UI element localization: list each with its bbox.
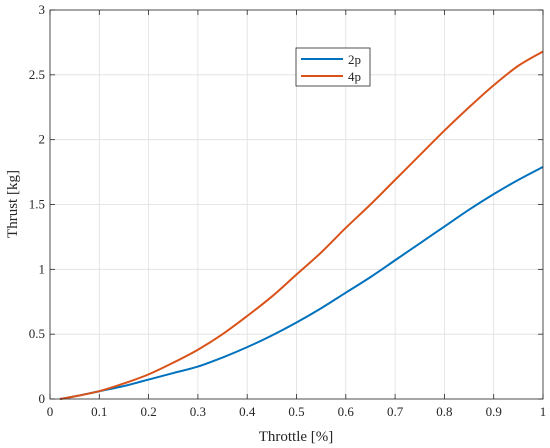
- x-tick-label: 0.1: [91, 404, 107, 419]
- y-tick-label: 1: [39, 261, 46, 276]
- x-axis-label: Throttle [%]: [259, 429, 334, 445]
- x-tick-label: 0.2: [140, 404, 156, 419]
- series-line-2p: [59, 166, 544, 400]
- x-tick-label: 0.3: [190, 404, 206, 419]
- y-axis-label: Thrust [kg]: [5, 170, 21, 238]
- x-tick-label: 0.8: [436, 404, 452, 419]
- x-tick-labels: 0 0.1 0.2 0.3 0.4 0.5 0.6 0.7 0.8 0.9 1: [47, 404, 547, 419]
- legend: 2p 4p: [295, 47, 371, 87]
- legend-label-4p: 4p: [348, 69, 361, 84]
- series-lines: [59, 50, 544, 400]
- y-tick-label: 2.5: [29, 67, 45, 82]
- x-tick-label: 1: [540, 404, 547, 419]
- y-tick-label: 2: [39, 132, 46, 147]
- series-line-4p: [59, 50, 544, 400]
- axis-ticks: [49, 9, 544, 400]
- legend-box: [295, 47, 371, 87]
- legend-label-2p: 2p: [348, 52, 361, 67]
- x-tick-label: 0.4: [239, 404, 256, 419]
- x-tick-label: 0.7: [387, 404, 404, 419]
- x-tick-label: 0.5: [288, 404, 304, 419]
- y-tick-label: 1.5: [29, 197, 45, 212]
- y-tick-label: 0.5: [29, 326, 45, 341]
- y-tick-label: 0: [39, 391, 46, 406]
- x-tick-label: 0.9: [486, 404, 502, 419]
- x-tick-label: 0.6: [338, 404, 355, 419]
- x-tick-label: 0: [47, 404, 54, 419]
- y-tick-label: 3: [39, 2, 46, 17]
- y-tick-labels: 0 0.5 1 1.5 2 2.5 3: [29, 2, 45, 406]
